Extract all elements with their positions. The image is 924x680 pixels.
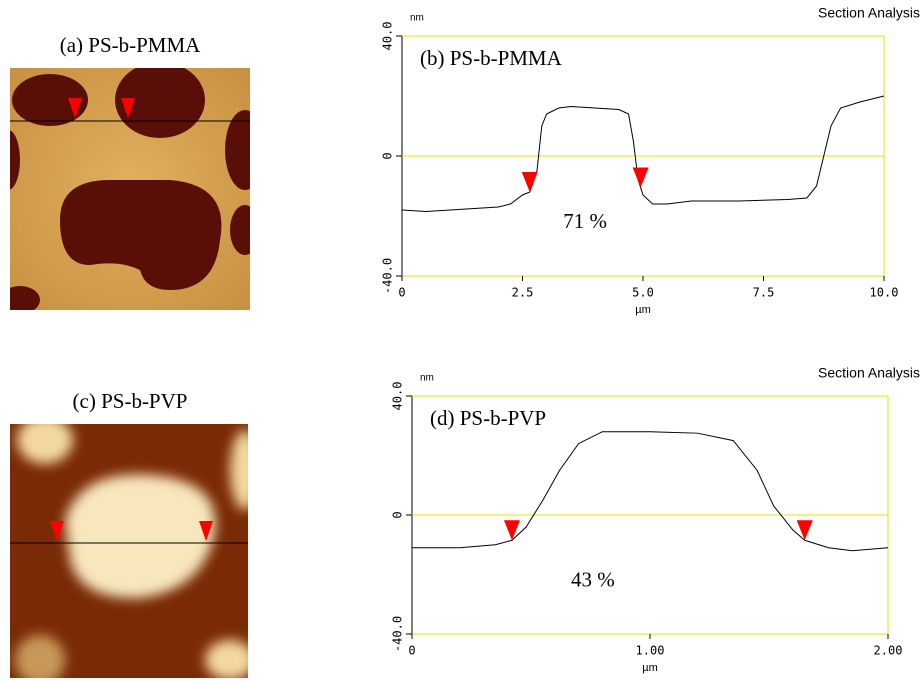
x-tick-label: 2.00 <box>874 644 903 658</box>
afm-image <box>10 424 248 678</box>
annotation: 71 % <box>563 209 607 233</box>
x-tick-label: 1.00 <box>636 644 665 658</box>
chart-title: Section Analysis <box>818 365 920 381</box>
x-label: µm <box>635 304 651 316</box>
x-tick-label: 0 <box>398 286 405 300</box>
x-label: µm <box>642 662 658 674</box>
x-tick-label: 2.5 <box>512 286 534 300</box>
x-tick-label: 10.0 <box>870 286 899 300</box>
y-tick-label: 0 <box>381 152 395 159</box>
x-tick-label: 0 <box>408 644 415 658</box>
profile-line <box>401 95 885 213</box>
image-label: (a) PS-b-PMMA <box>60 33 201 57</box>
y-unit: nm <box>410 13 424 24</box>
y-tick-label: 40.0 <box>391 382 405 411</box>
image-label: (c) PS-b-PVP <box>73 389 188 413</box>
afm-image <box>10 68 250 310</box>
cursor <box>503 520 520 541</box>
chart-title: Section Analysis <box>818 5 920 21</box>
cursor <box>521 172 538 192</box>
cursor <box>632 167 649 188</box>
y-tick-label: -40.0 <box>391 616 405 652</box>
cursor <box>796 520 813 541</box>
panel-label: (b) PS-b-PMMA <box>420 46 563 70</box>
x-tick-label: 5.0 <box>632 286 654 300</box>
x-tick-label: 7.5 <box>753 286 775 300</box>
y-tick-label: 0 <box>391 511 405 518</box>
panel-label: (d) PS-b-PVP <box>430 406 546 430</box>
y-tick-label: -40.0 <box>381 258 395 294</box>
y-tick-label: 40.0 <box>381 22 395 51</box>
profile-line <box>412 431 889 552</box>
y-unit: nm <box>420 373 434 384</box>
annotation: 43 % <box>571 567 615 591</box>
